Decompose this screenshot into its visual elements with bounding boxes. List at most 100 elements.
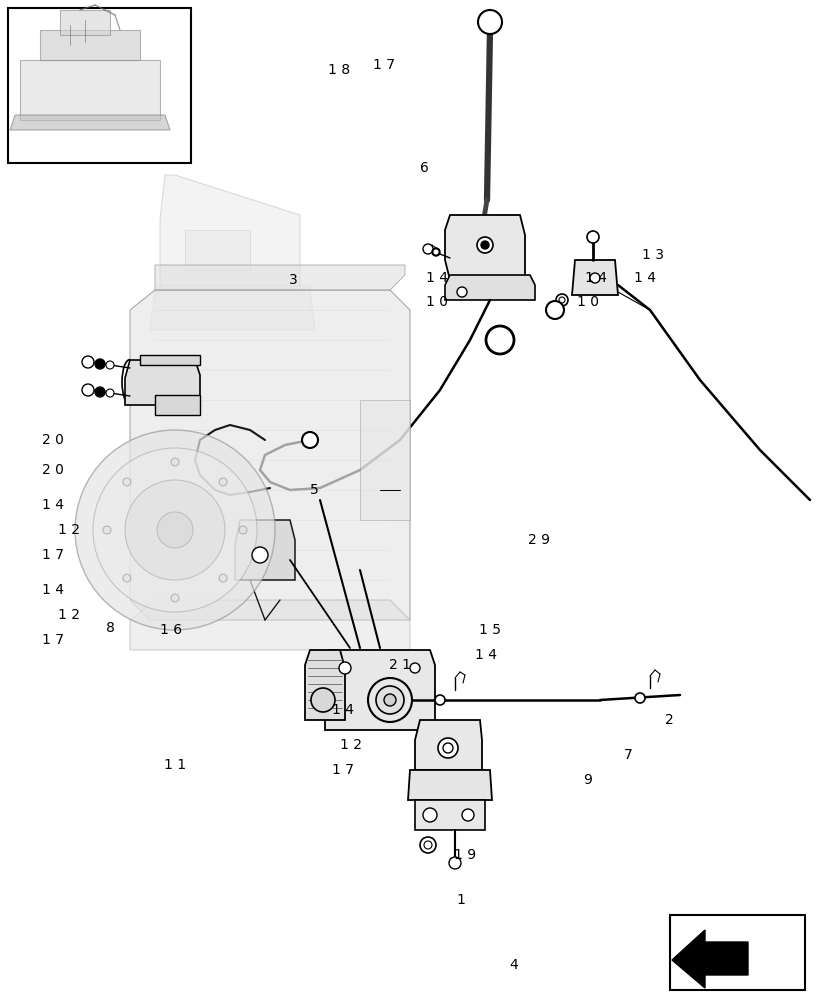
Text: 2 1: 2 1 bbox=[389, 658, 410, 672]
Circle shape bbox=[477, 237, 493, 253]
Text: 2 0: 2 0 bbox=[42, 433, 64, 447]
Polygon shape bbox=[672, 930, 748, 988]
Polygon shape bbox=[40, 30, 140, 60]
Polygon shape bbox=[415, 720, 482, 770]
Circle shape bbox=[434, 250, 438, 254]
Text: 1 1: 1 1 bbox=[164, 758, 187, 772]
Text: 1 7: 1 7 bbox=[42, 633, 64, 647]
Circle shape bbox=[171, 594, 179, 602]
Text: 1 4: 1 4 bbox=[634, 271, 655, 285]
Circle shape bbox=[93, 448, 257, 612]
Text: 1 0: 1 0 bbox=[426, 295, 447, 309]
Text: 1 2: 1 2 bbox=[59, 608, 80, 622]
Circle shape bbox=[125, 480, 225, 580]
Circle shape bbox=[95, 387, 105, 397]
Text: 1 4: 1 4 bbox=[42, 498, 64, 512]
Text: 1 0: 1 0 bbox=[577, 295, 598, 309]
Text: 1 2: 1 2 bbox=[59, 523, 80, 537]
Polygon shape bbox=[20, 60, 160, 120]
Polygon shape bbox=[445, 215, 525, 280]
Circle shape bbox=[219, 574, 227, 582]
Polygon shape bbox=[185, 230, 250, 270]
Circle shape bbox=[239, 526, 247, 534]
Circle shape bbox=[384, 694, 396, 706]
Text: 1 4: 1 4 bbox=[426, 271, 447, 285]
Circle shape bbox=[219, 478, 227, 486]
Text: 1 4: 1 4 bbox=[585, 271, 606, 285]
Circle shape bbox=[311, 688, 335, 712]
Circle shape bbox=[481, 241, 489, 249]
Circle shape bbox=[423, 244, 433, 254]
Polygon shape bbox=[60, 10, 110, 35]
Circle shape bbox=[339, 662, 351, 674]
Circle shape bbox=[368, 678, 412, 722]
Circle shape bbox=[590, 273, 600, 283]
Polygon shape bbox=[408, 770, 492, 800]
Circle shape bbox=[106, 389, 114, 397]
Circle shape bbox=[435, 695, 445, 705]
Polygon shape bbox=[360, 400, 410, 520]
Bar bbox=[670, 915, 805, 990]
Polygon shape bbox=[125, 360, 200, 405]
Text: 4: 4 bbox=[510, 958, 518, 972]
Circle shape bbox=[106, 361, 114, 369]
Circle shape bbox=[123, 478, 131, 486]
Circle shape bbox=[302, 432, 318, 448]
Text: 1 4: 1 4 bbox=[475, 648, 496, 662]
Text: 1 7: 1 7 bbox=[373, 58, 394, 72]
Circle shape bbox=[443, 743, 453, 753]
Polygon shape bbox=[10, 115, 170, 130]
Circle shape bbox=[546, 301, 564, 319]
Bar bbox=[8, 8, 191, 163]
Text: 1 7: 1 7 bbox=[42, 548, 64, 562]
Text: 1 4: 1 4 bbox=[42, 583, 64, 597]
Circle shape bbox=[423, 808, 437, 822]
Circle shape bbox=[82, 356, 94, 368]
Text: 2 0: 2 0 bbox=[42, 463, 64, 477]
Circle shape bbox=[420, 837, 436, 853]
Text: 6: 6 bbox=[420, 161, 428, 175]
Text: 1 4: 1 4 bbox=[332, 703, 353, 717]
Circle shape bbox=[559, 297, 565, 303]
Polygon shape bbox=[305, 650, 345, 720]
Text: 1: 1 bbox=[457, 893, 465, 907]
Text: 2: 2 bbox=[665, 713, 673, 727]
Text: 1 3: 1 3 bbox=[642, 248, 663, 262]
Circle shape bbox=[457, 287, 467, 297]
Circle shape bbox=[486, 326, 514, 354]
Polygon shape bbox=[325, 650, 435, 730]
Text: 3: 3 bbox=[290, 273, 298, 287]
Circle shape bbox=[376, 686, 404, 714]
Circle shape bbox=[478, 10, 502, 34]
Circle shape bbox=[449, 857, 461, 869]
Circle shape bbox=[587, 231, 599, 243]
Circle shape bbox=[171, 458, 179, 466]
Text: 9: 9 bbox=[583, 773, 592, 787]
Text: 1 8: 1 8 bbox=[327, 63, 350, 77]
Polygon shape bbox=[572, 260, 618, 295]
Polygon shape bbox=[415, 800, 485, 830]
Circle shape bbox=[410, 663, 420, 673]
Circle shape bbox=[157, 512, 193, 548]
Circle shape bbox=[103, 526, 111, 534]
Polygon shape bbox=[155, 395, 200, 415]
Circle shape bbox=[82, 384, 94, 396]
Circle shape bbox=[75, 430, 275, 630]
Polygon shape bbox=[155, 265, 405, 290]
Text: 1 9: 1 9 bbox=[454, 848, 477, 862]
Circle shape bbox=[432, 248, 440, 256]
Circle shape bbox=[123, 574, 131, 582]
Text: 2 9: 2 9 bbox=[528, 533, 549, 547]
Polygon shape bbox=[235, 520, 295, 580]
Text: 1 5: 1 5 bbox=[479, 623, 500, 637]
Text: 1 2: 1 2 bbox=[340, 738, 361, 752]
Polygon shape bbox=[130, 290, 410, 620]
Circle shape bbox=[556, 294, 568, 306]
Circle shape bbox=[252, 547, 268, 563]
Polygon shape bbox=[155, 285, 310, 310]
Circle shape bbox=[424, 841, 432, 849]
Circle shape bbox=[438, 738, 458, 758]
Text: 1 6: 1 6 bbox=[160, 623, 183, 637]
Polygon shape bbox=[140, 355, 200, 365]
Circle shape bbox=[462, 809, 474, 821]
